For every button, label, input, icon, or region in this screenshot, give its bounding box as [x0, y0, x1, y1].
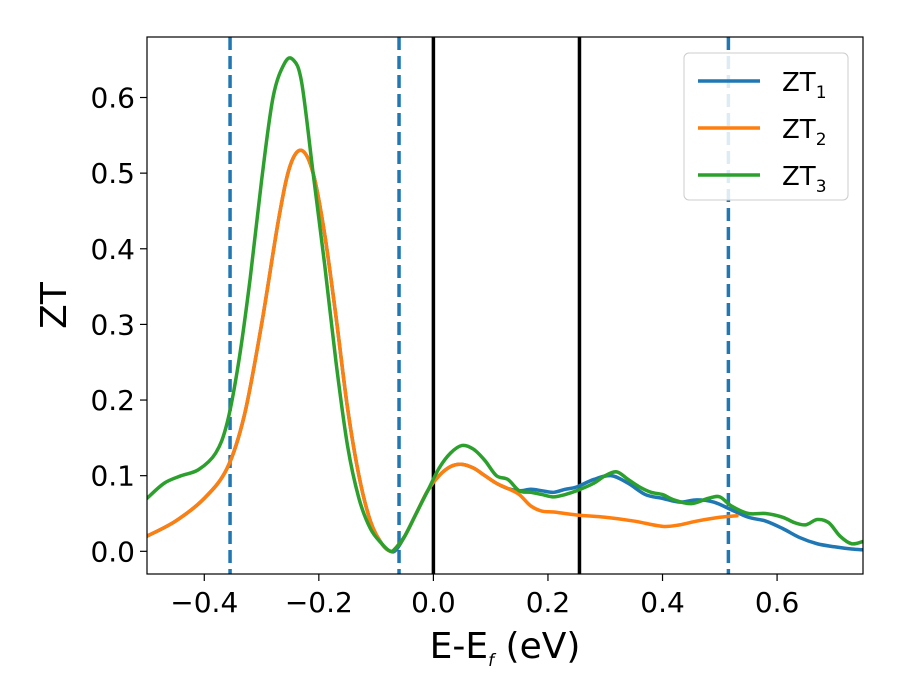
y-tick-label: 0.1 [90, 460, 135, 493]
x-axis-title-main: E-E [430, 626, 488, 667]
series-lines [147, 56, 863, 554]
y-tick-label: 0.3 [90, 308, 135, 341]
series-line-zt3 [147, 56, 863, 554]
y-tick-label: 0.4 [90, 233, 135, 266]
x-axis-title: E-Ef (eV) [430, 626, 581, 671]
legend-label-zt1: ZT1 [782, 68, 827, 103]
y-tick-label: 0.0 [90, 535, 135, 568]
x-axis-title-subscript: f [488, 651, 497, 671]
y-tick-label: 0.2 [90, 384, 135, 417]
legend-label-zt2: ZT2 [782, 115, 827, 150]
x-tick-label: 0.0 [411, 586, 456, 619]
x-axis-title-unit: (eV) [494, 626, 580, 667]
legend: ZT1 ZT2 ZT3 [683, 52, 849, 201]
x-tick-label: −0.4 [170, 586, 238, 619]
y-tick-label: 0.6 [90, 82, 135, 115]
x-axis-ticks: −0.4 −0.2 0.0 0.2 0.4 0.6 [170, 574, 799, 619]
y-axis-ticks: 0.0 0.1 0.2 0.3 0.4 0.5 0.6 [90, 82, 147, 568]
x-tick-label: −0.2 [285, 586, 353, 619]
x-tick-label: 0.6 [755, 586, 800, 619]
x-tick-label: 0.2 [526, 586, 571, 619]
legend-box [683, 52, 849, 201]
y-tick-label: 0.5 [90, 157, 135, 190]
series-line-zt1 [147, 148, 863, 554]
y-axis-title: ZT [34, 281, 75, 329]
legend-label-zt3: ZT3 [782, 162, 827, 197]
x-tick-label: 0.4 [640, 586, 685, 619]
plot-frame [146, 36, 864, 575]
